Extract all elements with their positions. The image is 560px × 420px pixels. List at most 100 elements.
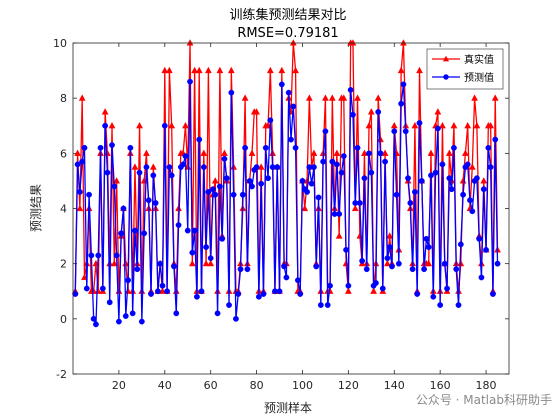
y-tick-label: -2 [56,368,67,381]
data-point-predicted [345,282,352,289]
data-point-predicted [93,321,99,328]
data-point-predicted [437,302,444,308]
data-point-predicted [313,263,320,270]
data-point-actual [365,121,373,129]
data-point-actual [370,287,378,294]
data-point-actual [278,66,286,74]
x-tick-label: 60 [204,379,218,392]
series-predicted [72,78,501,328]
data-point-predicted [359,258,366,264]
data-point-actual [450,121,458,129]
data-point-actual [110,259,118,267]
data-point-predicted [260,291,267,297]
data-point-actual [322,94,329,101]
data-point-predicted [315,194,322,201]
data-point-predicted [226,302,232,308]
data-point-predicted [182,153,189,159]
data-point-predicted [292,144,299,151]
data-point-predicted [432,169,439,176]
data-point-actual [76,204,84,212]
data-point-actual [400,39,407,46]
data-point-predicted [242,144,249,151]
data-point-predicted [166,164,173,171]
data-point-predicted [347,86,354,93]
x-tick-label: 120 [338,379,359,392]
data-point-predicted [317,302,324,308]
data-point-actual [301,204,309,212]
data-point-predicted [329,158,336,165]
data-point-predicted [83,285,90,292]
chart-subtitle: RMSE=0.79181 [237,26,338,41]
data-point-actual [305,94,313,101]
data-point-predicted [391,128,398,135]
data-point-predicted [467,197,473,204]
data-point-predicted [187,78,193,85]
data-point-actual [74,149,81,156]
legend-marker-predicted [443,74,449,80]
data-point-predicted [398,100,405,107]
data-point-actual [471,94,478,101]
data-point-predicted [492,136,499,143]
data-point-predicted [159,282,166,289]
data-point-predicted [76,189,83,195]
data-point-predicted [448,186,455,193]
data-point-actual [221,149,228,156]
data-point-predicted [464,161,471,168]
data-point-actual [253,108,260,115]
data-point-actual [143,149,150,156]
data-point-predicted [382,158,388,165]
data-point-predicted [180,161,187,168]
data-point-predicted [343,246,349,253]
data-point-actual [207,259,215,267]
data-point-predicted [155,288,161,295]
data-point-predicted [205,189,212,195]
data-point-predicted [212,191,219,198]
data-point-predicted [148,291,154,297]
data-point-actual [416,66,423,74]
data-point-actual [439,121,446,129]
data-point-predicted [324,302,331,308]
data-point-predicted [354,144,361,151]
data-point-predicted [308,180,315,187]
x-tick-label: 180 [476,379,497,392]
data-point-predicted [283,274,290,281]
data-point-predicted [368,169,375,176]
data-point-predicted [265,175,271,182]
y-axis-label: 预测结果 [29,184,43,232]
data-point-actual [136,121,143,129]
data-point-actual [333,149,341,156]
data-point-predicted [106,299,113,306]
data-point-predicted [412,189,418,195]
data-point-predicted [104,169,111,176]
data-point-predicted [322,128,329,135]
data-point-predicted [171,263,177,270]
data-point-actual [257,163,265,170]
data-point-predicted [386,244,393,251]
data-point-predicted [455,302,462,308]
data-point-predicted [469,208,476,215]
data-point-predicted [304,189,310,195]
y-tick-label: 4 [60,203,67,216]
data-point-predicted [152,200,159,206]
data-point-predicted [299,178,306,184]
data-point-actual [390,121,398,129]
data-point-predicted [476,235,483,242]
data-point-predicted [356,200,363,206]
x-tick-label: 20 [112,379,126,392]
data-point-predicted [294,277,301,284]
data-point-actual [310,149,318,156]
x-tick-label: 80 [250,379,264,392]
data-point-predicted [393,191,400,198]
data-point-predicted [421,266,427,273]
data-point-predicted [219,235,226,242]
data-point-actual [124,287,132,294]
data-point-predicted [487,164,494,171]
data-point-actual [464,121,472,129]
data-point-predicted [402,128,409,135]
data-point-predicted [285,89,292,96]
data-point-predicted [194,293,200,300]
data-point-actual [425,259,433,267]
data-point-predicted [214,310,221,317]
data-point-predicted [223,175,230,182]
